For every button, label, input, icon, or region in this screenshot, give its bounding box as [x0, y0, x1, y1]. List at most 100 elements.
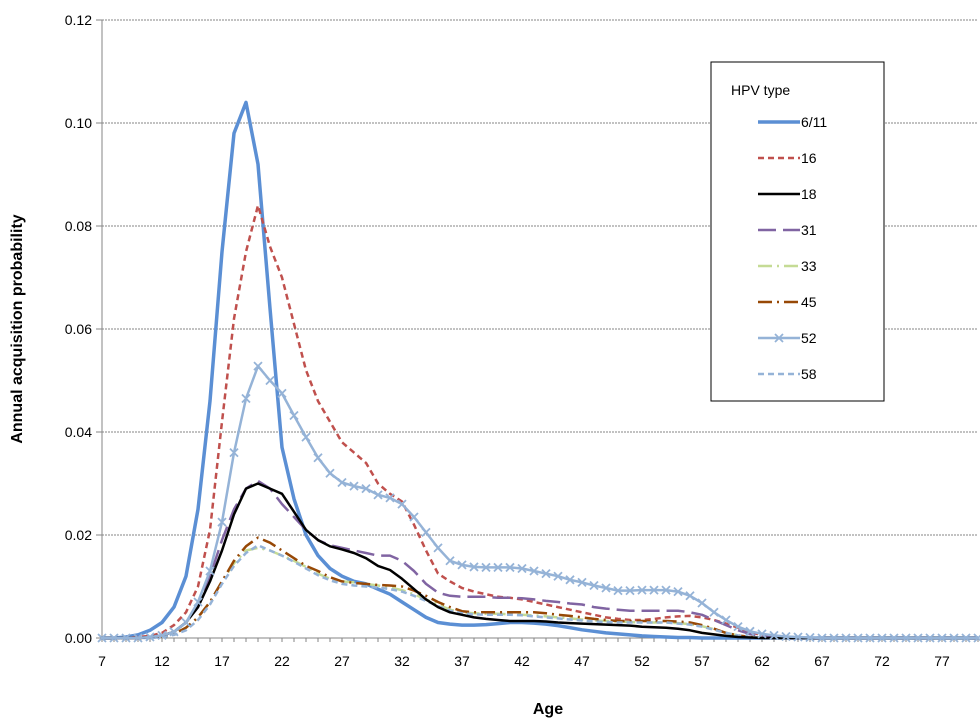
legend-item-6-11: 6/11 — [758, 114, 827, 130]
data-point-marker — [169, 627, 179, 637]
data-point-marker — [685, 591, 695, 601]
data-point-marker — [613, 585, 623, 596]
series-18 — [102, 482, 978, 640]
data-point-marker — [289, 410, 299, 421]
series-6-11 — [102, 100, 978, 640]
y-tick-label: 0.02 — [65, 527, 92, 543]
data-point-marker — [817, 633, 827, 643]
data-point-marker — [937, 633, 947, 643]
data-point-marker — [493, 562, 503, 573]
data-point-marker — [841, 633, 851, 643]
legend-item-18: 18 — [758, 186, 817, 202]
data-point-marker — [205, 566, 215, 576]
data-point-marker — [709, 607, 719, 617]
data-point-marker — [637, 585, 647, 595]
legend-label: 18 — [801, 186, 817, 202]
legend-marker — [774, 333, 784, 343]
data-point-marker — [889, 633, 899, 643]
series-52 — [97, 361, 980, 643]
data-point-marker — [601, 583, 611, 593]
data-point-marker — [301, 432, 311, 442]
legend-item-31: 31 — [758, 222, 817, 238]
x-ticks: 7 12 17 22 27 32 37 42 47 52 57 62 67 72 77 — [98, 638, 979, 669]
data-point-marker — [913, 633, 923, 643]
data-point-marker — [673, 587, 683, 597]
data-point-marker — [589, 580, 599, 591]
data-point-marker — [361, 484, 371, 494]
data-point-marker — [229, 447, 239, 458]
x-tick-label: 17 — [214, 653, 230, 669]
data-point-marker — [733, 622, 743, 632]
y-tick-label: 0.10 — [65, 115, 92, 131]
data-point-marker — [805, 632, 815, 643]
legend-item-45: 45 — [758, 294, 817, 310]
data-point-marker — [865, 633, 875, 643]
legend-label: 58 — [801, 366, 817, 382]
series — [97, 100, 980, 643]
data-point-marker — [457, 560, 467, 570]
data-point-marker — [925, 633, 935, 643]
data-point-marker — [577, 577, 587, 588]
legend-label: 31 — [801, 222, 817, 238]
data-point-marker — [949, 633, 959, 643]
data-point-marker — [397, 499, 407, 509]
y-tick-label: 0.00 — [65, 630, 92, 646]
data-point-marker — [409, 512, 419, 522]
data-point-marker — [541, 568, 551, 579]
data-point-marker — [505, 562, 515, 573]
data-point-marker — [769, 630, 779, 641]
x-tick-label: 12 — [154, 653, 170, 669]
legend-title: HPV type — [731, 82, 790, 98]
data-point-marker — [697, 598, 707, 608]
x-tick-label: 62 — [754, 653, 770, 669]
y-tick-label: 0.12 — [65, 12, 92, 28]
data-point-marker — [181, 617, 191, 628]
series-line-45 — [102, 536, 978, 640]
data-point-marker — [313, 453, 323, 463]
y-tick-label: 0.04 — [65, 424, 92, 440]
legend-item-33: 33 — [758, 258, 817, 274]
data-point-marker — [433, 543, 443, 553]
legend-label: 45 — [801, 294, 817, 310]
data-point-marker — [565, 575, 575, 585]
data-point-marker — [217, 517, 227, 527]
data-point-marker — [373, 490, 383, 500]
data-point-marker — [445, 556, 455, 566]
legend-items: 6/11 16 18 31 33 45 52 58 — [758, 114, 827, 382]
x-tick-label: 27 — [334, 653, 350, 669]
series-line-52 — [102, 364, 978, 640]
data-point-marker — [973, 633, 980, 643]
legend-item-58: 58 — [758, 366, 817, 382]
legend-item-52: 52 — [758, 330, 817, 346]
series-line-58 — [102, 544, 978, 640]
legend-label: 52 — [801, 330, 817, 346]
legend: HPV type 6/11 16 18 31 33 45 52 58 — [710, 61, 885, 402]
data-point-marker — [901, 633, 911, 643]
data-point-marker — [325, 468, 335, 478]
x-tick-label: 67 — [814, 653, 830, 669]
y-tick-label: 0.08 — [65, 218, 92, 234]
data-point-marker — [877, 633, 887, 643]
data-point-marker — [745, 626, 755, 636]
data-point-marker — [253, 361, 263, 371]
data-point-marker — [829, 633, 839, 643]
legend-label: 33 — [801, 258, 817, 274]
data-point-marker — [277, 388, 287, 399]
legend-label: 16 — [801, 150, 817, 166]
data-point-marker — [337, 477, 347, 488]
x-tick-label: 47 — [574, 653, 590, 669]
data-point-marker — [469, 562, 479, 572]
data-point-marker — [625, 585, 635, 596]
data-point-marker — [121, 633, 131, 643]
data-point-marker — [421, 527, 431, 538]
legend-label: 6/11 — [801, 114, 827, 130]
x-tick-label: 57 — [694, 653, 710, 669]
series-line-18 — [102, 482, 978, 640]
y-axis-title: Annual acquisition probability — [9, 214, 26, 443]
x-tick-label: 32 — [394, 653, 410, 669]
data-point-marker — [757, 629, 767, 639]
data-point-marker — [145, 632, 155, 642]
x-tick-label: 22 — [274, 653, 290, 669]
data-point-marker — [793, 632, 803, 642]
